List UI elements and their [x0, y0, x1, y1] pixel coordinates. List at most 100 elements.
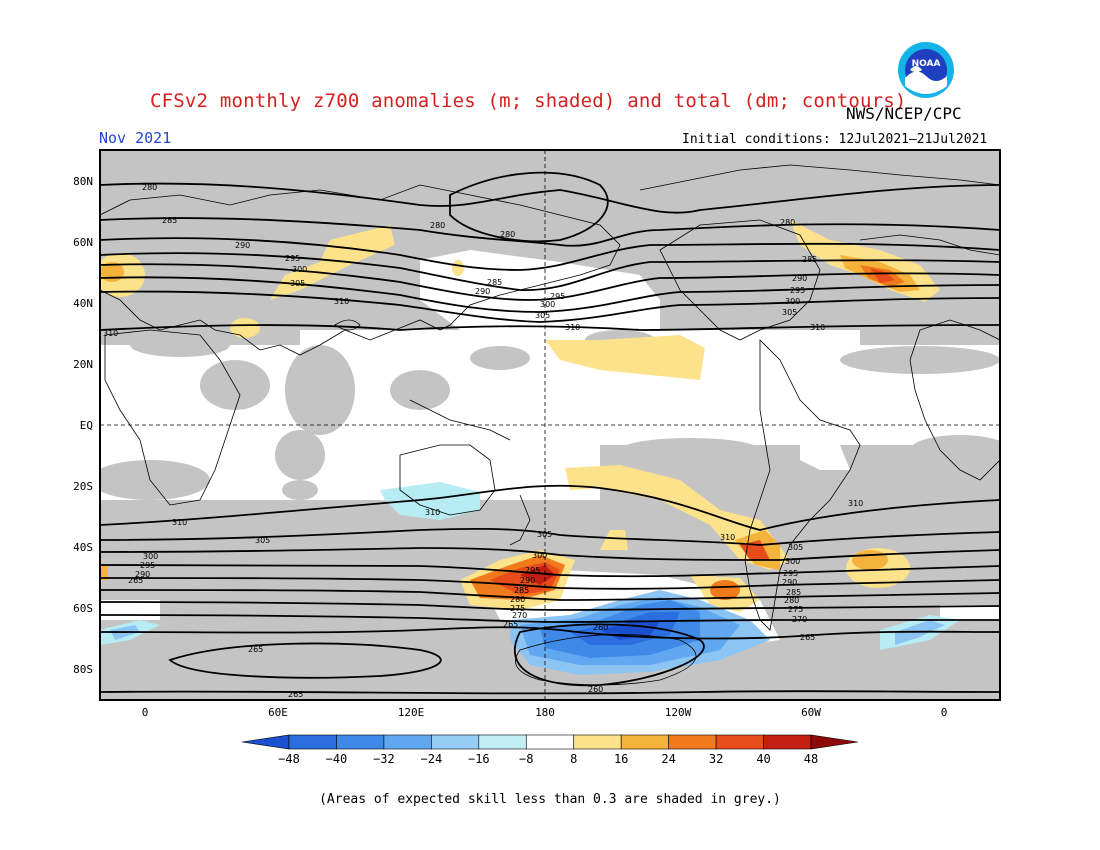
contour-label: 275: [510, 604, 525, 613]
contour-label: 295: [525, 566, 540, 575]
contour-label: 300: [785, 557, 800, 566]
contour-label: 265: [288, 690, 303, 699]
contour-label: 290: [235, 241, 250, 250]
contour-label: 305: [537, 530, 552, 539]
lon-label: 0: [941, 706, 948, 719]
contour-label: 290: [782, 578, 797, 587]
lon-label: 60W: [801, 706, 821, 719]
lat-label: 40N: [73, 297, 93, 310]
contour-label: 305: [290, 279, 305, 288]
contour-label: 265: [128, 576, 143, 585]
height-contours: [100, 171, 1000, 695]
contour-label: 280: [780, 218, 795, 227]
map-title: CFSv2 monthly z700 anomalies (m; shaded)…: [150, 90, 907, 112]
contour-label: 300: [785, 297, 800, 306]
contour-label: 310: [334, 297, 349, 306]
contour-label: 300: [292, 265, 307, 274]
contour-label: 300: [532, 551, 547, 560]
contour-label: 280: [142, 183, 157, 192]
initial-conditions: Initial conditions: 12Jul2021–21Jul2021: [682, 132, 988, 147]
colorbar-swatch: [288, 734, 337, 750]
lat-label: 60N: [73, 236, 93, 249]
contour-label: 310: [565, 323, 580, 332]
colorbar-swatch: [763, 734, 812, 750]
colorbar-tick-label: −48: [278, 752, 300, 766]
map-panel: 280 280 280 280 285 285 285 290 290 290 …: [100, 150, 1000, 700]
colorbar-tick-label: −16: [468, 752, 490, 766]
contour-label: 285: [786, 588, 801, 597]
lat-label: 80S: [73, 663, 93, 676]
svg-text:NOAA: NOAA: [912, 59, 941, 69]
contour-label: 310: [425, 508, 440, 517]
contour-label: 305: [788, 543, 803, 552]
colorbar-tick-label: −8: [519, 752, 533, 766]
colorbar-swatch: [620, 734, 669, 750]
contour-label: 310: [172, 518, 187, 527]
contour-label: 290: [792, 274, 807, 283]
contour-label: 305: [535, 311, 550, 320]
contour-labels-nh: 280 280 280 280 285 285 285 290 290 290 …: [103, 183, 825, 338]
noaa-logo-icon: NOAA: [898, 42, 954, 98]
colorbar-tick-label: 32: [709, 752, 723, 766]
colorbar-swatch: [715, 734, 764, 750]
contour-label: 280: [510, 595, 525, 604]
colorbar-swatch: [383, 734, 432, 750]
lat-label: EQ: [80, 419, 93, 432]
contour-labels-sh: 310 310 310 310 305 305 305 300 300 300 …: [128, 499, 863, 699]
contour-label: 280: [500, 230, 515, 239]
contour-label: 310: [103, 329, 118, 338]
contour-label: 300: [540, 300, 555, 309]
coastlines: [100, 164, 1000, 686]
agency-label: NWS/NCEP/CPC: [846, 104, 962, 123]
map-frame: [99, 149, 1001, 701]
contour-label: 295: [790, 286, 805, 295]
lat-label: 20N: [73, 358, 93, 371]
lon-label: 0: [142, 706, 149, 719]
colorbar-tick-label: 48: [804, 752, 818, 766]
contour-label: 285: [487, 278, 502, 287]
contour-label: 285: [514, 586, 529, 595]
lon-label: 180: [535, 706, 555, 719]
colorbar-tick-label: −32: [373, 752, 395, 766]
contour-label: 275: [788, 605, 803, 614]
lat-label: 60S: [73, 602, 93, 615]
contour-label: 265: [800, 633, 815, 642]
colorbar-swatch: [336, 734, 385, 750]
lon-label: 120E: [398, 706, 425, 719]
contour-label: 260: [593, 623, 608, 632]
latitude-labels: 80N 60N 40N 20N EQ 20S 40S 60S 80S: [73, 175, 93, 676]
colorbar-tick-label: 16: [614, 752, 628, 766]
colorbar-tick-label: 40: [756, 752, 770, 766]
lat-label: 20S: [73, 480, 93, 493]
contour-label: 280: [784, 596, 799, 605]
forecast-month: Nov 2021: [99, 129, 172, 147]
contour-label: 260: [588, 685, 603, 694]
contour-label: 290: [520, 576, 535, 585]
colorbar-swatch: [478, 734, 527, 750]
colorbar-min-arrow: [241, 734, 290, 750]
colorbar-max-arrow: [810, 734, 859, 750]
colorbar-swatch: [431, 734, 480, 750]
colorbar-tick-label: 24: [661, 752, 675, 766]
contour-label: 305: [782, 308, 797, 317]
reference-lines: [100, 150, 1000, 700]
contour-label: 270: [792, 615, 807, 624]
colorbar: −48 −40 −32 −24 −16 −8 8 16 24 32 40 48: [241, 734, 859, 766]
contour-label: 280: [430, 221, 445, 230]
contour-label: 295: [783, 569, 798, 578]
lon-label: 120W: [665, 706, 692, 719]
colorbar-tick-label: 8: [570, 752, 577, 766]
contour-label: 295: [550, 292, 565, 301]
colorbar-tick-label: −40: [326, 752, 348, 766]
colorbar-tick-label: −24: [421, 752, 443, 766]
contour-label: 295: [285, 254, 300, 263]
contour-label: 285: [802, 255, 817, 264]
contour-label: 310: [810, 323, 825, 332]
colorbar-swatch: [668, 734, 717, 750]
contour-label: 290: [135, 570, 150, 579]
lon-label: 60E: [268, 706, 288, 719]
contour-label: 305: [255, 536, 270, 545]
contour-label: 300: [143, 552, 158, 561]
colorbar-swatch: [573, 734, 622, 750]
